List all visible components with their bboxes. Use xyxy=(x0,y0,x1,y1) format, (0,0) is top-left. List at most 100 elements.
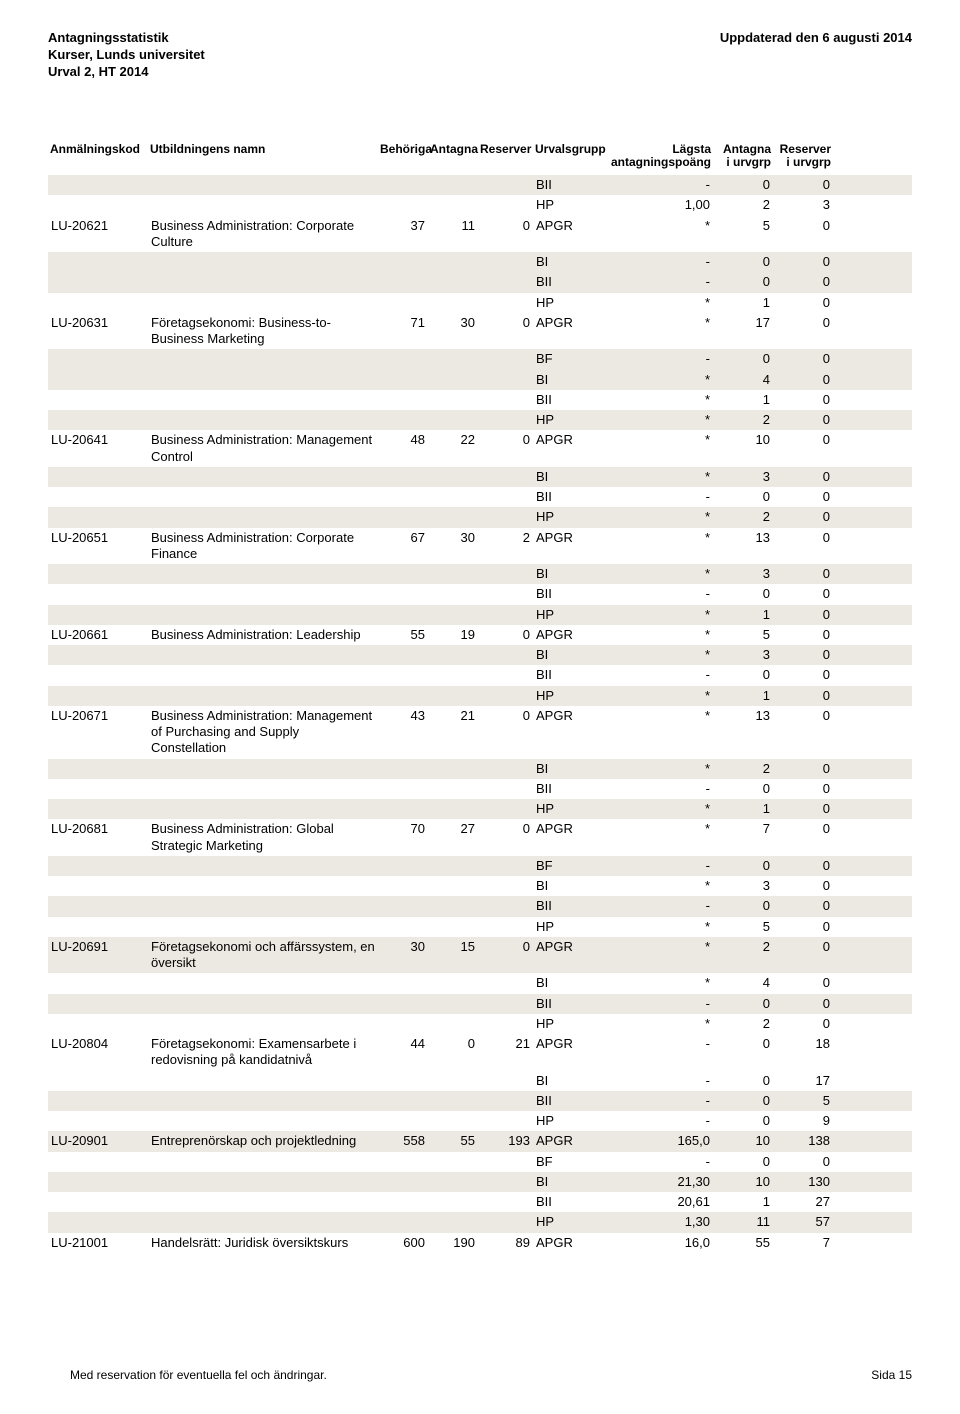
cell-antagna-grp: 1 xyxy=(713,1192,773,1212)
cell-poang: * xyxy=(603,1014,713,1034)
cell-antagna-grp: 0 xyxy=(713,1111,773,1131)
col-antagna: Antagna xyxy=(428,141,478,171)
table-row: BF-00 xyxy=(48,856,912,876)
footer-page-number: Sida 15 xyxy=(871,1368,912,1382)
cell-reserver-grp: 0 xyxy=(773,779,833,799)
cell-code xyxy=(48,645,148,665)
cell-antagna-grp: 17 xyxy=(713,313,773,350)
table-row: BF-00 xyxy=(48,1152,912,1172)
table-row: LU-20641Business Administration: Managem… xyxy=(48,430,912,467)
cell-poang: 20,61 xyxy=(603,1192,713,1212)
cell-urvalsgrupp: BII xyxy=(533,272,603,292)
header-title-2: Kurser, Lunds universitet xyxy=(48,47,205,64)
table-row: BII-00 xyxy=(48,665,912,685)
cell-antagna xyxy=(428,410,478,430)
cell-code xyxy=(48,410,148,430)
cell-poang: 1,30 xyxy=(603,1212,713,1232)
cell-behoriga xyxy=(378,175,428,195)
cell-reserver xyxy=(478,349,533,369)
cell-poang: - xyxy=(603,1152,713,1172)
cell-antagna-grp: 0 xyxy=(713,175,773,195)
cell-antagna-grp: 4 xyxy=(713,370,773,390)
cell-urvalsgrupp: APGR xyxy=(533,1131,603,1151)
cell-poang: * xyxy=(603,799,713,819)
cell-reserver: 0 xyxy=(478,706,533,759)
cell-reserver-grp: 130 xyxy=(773,1172,833,1192)
cell-reserver xyxy=(478,973,533,993)
cell-poang: - xyxy=(603,1091,713,1111)
cell-urvalsgrupp: APGR xyxy=(533,625,603,645)
cell-behoriga xyxy=(378,799,428,819)
cell-antagna-grp: 0 xyxy=(713,779,773,799)
table-row: HP*20 xyxy=(48,410,912,430)
cell-name: Entreprenörskap och projektledning xyxy=(148,1131,378,1151)
cell-urvalsgrupp: BII xyxy=(533,779,603,799)
cell-reserver: 0 xyxy=(478,430,533,467)
cell-reserver xyxy=(478,195,533,215)
table-row: HP*20 xyxy=(48,507,912,527)
cell-antagna-grp: 3 xyxy=(713,645,773,665)
cell-code xyxy=(48,1152,148,1172)
cell-antagna-grp: 0 xyxy=(713,349,773,369)
cell-code xyxy=(48,195,148,215)
cell-antagna xyxy=(428,973,478,993)
cell-urvalsgrupp: BII xyxy=(533,584,603,604)
cell-poang: * xyxy=(603,430,713,467)
cell-reserver: 0 xyxy=(478,216,533,253)
cell-urvalsgrupp: BI xyxy=(533,370,603,390)
cell-urvalsgrupp: APGR xyxy=(533,937,603,974)
cell-reserver xyxy=(478,252,533,272)
cell-code xyxy=(48,1192,148,1212)
cell-name: Business Administration: Leadership xyxy=(148,625,378,645)
cell-antagna: 22 xyxy=(428,430,478,467)
cell-poang: 16,0 xyxy=(603,1233,713,1253)
cell-code xyxy=(48,779,148,799)
cell-antagna-grp: 0 xyxy=(713,487,773,507)
cell-name xyxy=(148,487,378,507)
cell-antagna-grp: 3 xyxy=(713,876,773,896)
cell-reserver xyxy=(478,272,533,292)
cell-reserver-grp: 0 xyxy=(773,272,833,292)
cell-antagna-grp: 4 xyxy=(713,973,773,993)
cell-reserver xyxy=(478,896,533,916)
cell-urvalsgrupp: HP xyxy=(533,1212,603,1232)
table-row: LU-20681Business Administration: Global … xyxy=(48,819,912,856)
cell-behoriga xyxy=(378,349,428,369)
table-row: LU-20901Entreprenörskap och projektledni… xyxy=(48,1131,912,1151)
cell-reserver-grp: 0 xyxy=(773,799,833,819)
cell-code xyxy=(48,1014,148,1034)
cell-urvalsgrupp: BII xyxy=(533,390,603,410)
cell-behoriga xyxy=(378,856,428,876)
cell-antagna-grp: 5 xyxy=(713,625,773,645)
cell-reserver-grp: 0 xyxy=(773,819,833,856)
col-code: Anmälningskod xyxy=(48,141,148,171)
cell-code: LU-20681 xyxy=(48,819,148,856)
cell-behoriga xyxy=(378,293,428,313)
cell-antagna xyxy=(428,195,478,215)
cell-poang: * xyxy=(603,507,713,527)
col-reserver-grp: Reserver i urvgrp xyxy=(773,141,833,171)
cell-antagna xyxy=(428,564,478,584)
cell-name: Business Administration: Management of P… xyxy=(148,706,378,759)
cell-reserver-grp: 27 xyxy=(773,1192,833,1212)
cell-urvalsgrupp: BI xyxy=(533,759,603,779)
cell-reserver-grp: 0 xyxy=(773,216,833,253)
cell-urvalsgrupp: APGR xyxy=(533,430,603,467)
cell-behoriga xyxy=(378,1091,428,1111)
cell-reserver xyxy=(478,645,533,665)
cell-behoriga xyxy=(378,1071,428,1091)
cell-name xyxy=(148,686,378,706)
cell-reserver-grp: 5 xyxy=(773,1091,833,1111)
cell-behoriga xyxy=(378,1192,428,1212)
cell-urvalsgrupp: APGR xyxy=(533,216,603,253)
cell-behoriga xyxy=(378,994,428,1014)
cell-urvalsgrupp: BF xyxy=(533,349,603,369)
cell-antagna-grp: 5 xyxy=(713,216,773,253)
cell-urvalsgrupp: APGR xyxy=(533,819,603,856)
cell-urvalsgrupp: APGR xyxy=(533,1034,603,1071)
cell-antagna-grp: 2 xyxy=(713,759,773,779)
cell-code: LU-21001 xyxy=(48,1233,148,1253)
cell-reserver-grp: 0 xyxy=(773,564,833,584)
cell-reserver: 0 xyxy=(478,313,533,350)
cell-reserver xyxy=(478,779,533,799)
